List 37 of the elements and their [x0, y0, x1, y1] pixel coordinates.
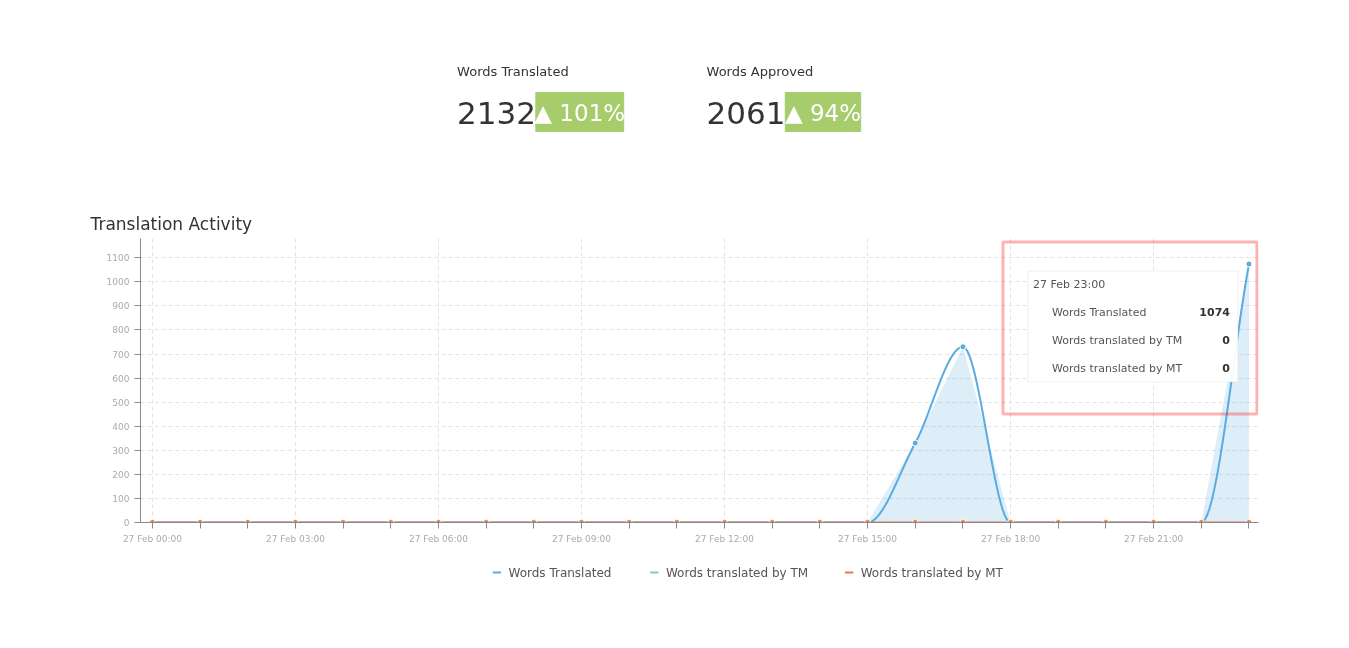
- text: Words Translated: [457, 64, 569, 79]
- annotation: Words Translated: [1051, 305, 1147, 319]
- annotation: 1074: [1199, 306, 1231, 320]
- y-tick-label: 900: [112, 301, 130, 312]
- text: 2132: [457, 94, 536, 131]
- annotation: Words translated by TM: [1051, 333, 1183, 347]
- legend-label: Words translated by MT: [860, 565, 1004, 580]
- x-tick-label: 27 Feb 00:00: [122, 533, 183, 544]
- y-tick-label: 1100: [106, 253, 130, 264]
- annotation: 0: [1222, 334, 1231, 348]
- y-tick-label: 100: [112, 493, 130, 504]
- chart-title: Translation Activity: [89, 213, 253, 234]
- legend-label: Words Translated: [508, 565, 612, 580]
- x-tick-label: 27 Feb 15:00: [838, 533, 898, 544]
- y-tick-label: 0: [123, 518, 130, 528]
- text: ▲ 101%: [534, 99, 626, 126]
- annotation: 27 Feb 23:00: [1032, 277, 1106, 291]
- y-tick-label: 600: [112, 373, 130, 384]
- legend-label: Words translated by TM: [665, 565, 809, 580]
- annotation: Words translated by MT: [1051, 361, 1183, 375]
- x-tick-label: 27 Feb 03:00: [265, 533, 326, 544]
- y-tick-label: 400: [112, 421, 130, 432]
- annotation: 0: [1222, 362, 1231, 376]
- y-tick-label: 700: [112, 349, 130, 360]
- text: Words Approved: [706, 64, 814, 79]
- text: ▲ 94%: [784, 99, 862, 126]
- x-tick-label: 27 Feb 21:00: [1124, 533, 1184, 544]
- x-tick-label: 27 Feb 12:00: [695, 533, 755, 544]
- x-tick-label: 27 Feb 09:00: [551, 533, 612, 544]
- y-tick-label: 200: [112, 469, 130, 480]
- text: 2061: [706, 94, 786, 131]
- y-tick-label: 300: [112, 445, 130, 456]
- x-tick-label: 27 Feb 06:00: [408, 533, 469, 544]
- y-tick-label: 800: [112, 325, 130, 336]
- y-tick-label: 500: [112, 397, 130, 408]
- x-tick-label: 27 Feb 18:00: [981, 533, 1041, 544]
- y-tick-label: 1000: [106, 277, 130, 288]
